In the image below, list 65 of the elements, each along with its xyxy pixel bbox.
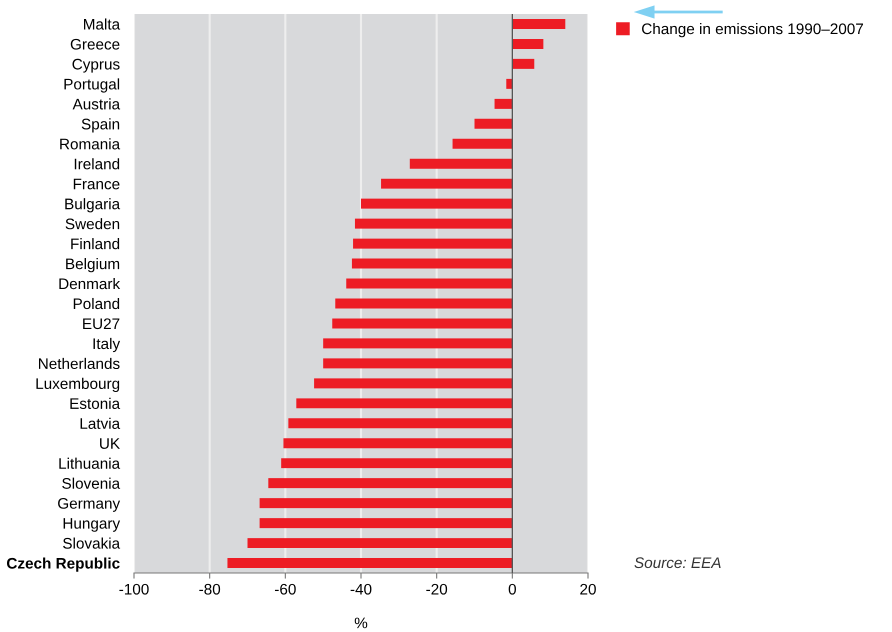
y-tick-label: Ireland: [74, 158, 120, 170]
bar: [494, 98, 512, 109]
bar: [452, 138, 512, 149]
x-tick-label: -20: [426, 584, 448, 595]
x-tick-label: 20: [580, 584, 596, 595]
y-tick-label: Lithuania: [59, 458, 120, 469]
y-tick-label: UK: [100, 438, 120, 449]
y-tick-label: Slovakia: [63, 538, 120, 549]
y-tick-label: Germany: [58, 498, 120, 512]
bar: [314, 378, 512, 388]
bar: [281, 458, 512, 468]
bar: [296, 398, 512, 408]
y-tick-label: Greece: [70, 38, 120, 50]
y-tick-label: Poland: [74, 298, 120, 310]
y-tick-label: Hungary: [64, 518, 120, 532]
bar: [323, 338, 512, 348]
x-tick-label: -100: [119, 584, 149, 595]
bar: [354, 218, 512, 229]
y-tick-label: Finland: [71, 238, 120, 250]
bar: [323, 358, 512, 368]
bar: [268, 478, 512, 488]
bar: [260, 498, 512, 508]
y-tick-label: Belgium: [66, 258, 120, 272]
bar: [332, 318, 512, 328]
y-tick-label: Czech Republic: [6, 557, 120, 572]
y-tick-label: Spain: [82, 118, 120, 133]
bar: [474, 118, 512, 129]
bar: [283, 438, 512, 448]
bar: [346, 278, 512, 289]
bar: [381, 178, 512, 189]
y-tick-label: Estonia: [70, 398, 120, 409]
y-tick-label: Slovenia: [62, 478, 120, 489]
bar: [248, 538, 512, 548]
x-tick-label: -60: [274, 584, 296, 595]
bar: [352, 258, 512, 269]
legend-label: Change in emissions 1990–2007: [642, 22, 864, 38]
bar: [361, 198, 512, 209]
x-tick-label: 0: [508, 584, 516, 595]
y-tick-label: Denmark: [59, 278, 120, 290]
bar: [512, 38, 544, 49]
bar: [353, 238, 512, 249]
y-tick-label: Portugal: [64, 78, 120, 93]
source-note: Source: EEA: [634, 557, 721, 568]
y-tick-label: Romania: [60, 138, 120, 150]
bar: [410, 158, 512, 169]
y-tick-label: Latvia: [80, 418, 120, 429]
x-axis-title: %: [354, 618, 368, 628]
y-tick-label: Malta: [84, 18, 120, 30]
bar: [512, 58, 534, 69]
x-tick-label: -40: [350, 584, 372, 595]
y-tick-label: Bulgaria: [65, 198, 120, 212]
bar: [335, 298, 512, 308]
y-tick-label: EU27: [83, 318, 120, 330]
y-tick-label: Netherlands: [38, 358, 120, 370]
y-tick-label: Sweden: [66, 218, 120, 230]
y-tick-label: Luxembourg: [36, 378, 120, 392]
y-tick-label: Italy: [94, 338, 120, 352]
x-tick-label: -80: [199, 584, 220, 595]
bar: [512, 18, 566, 29]
bar: [227, 558, 512, 568]
y-tick-label: Austria: [72, 98, 120, 110]
bar: [288, 418, 512, 428]
bar: [260, 518, 512, 528]
y-tick-label: France: [74, 178, 120, 190]
y-tick-label: Cyprus: [72, 58, 120, 73]
